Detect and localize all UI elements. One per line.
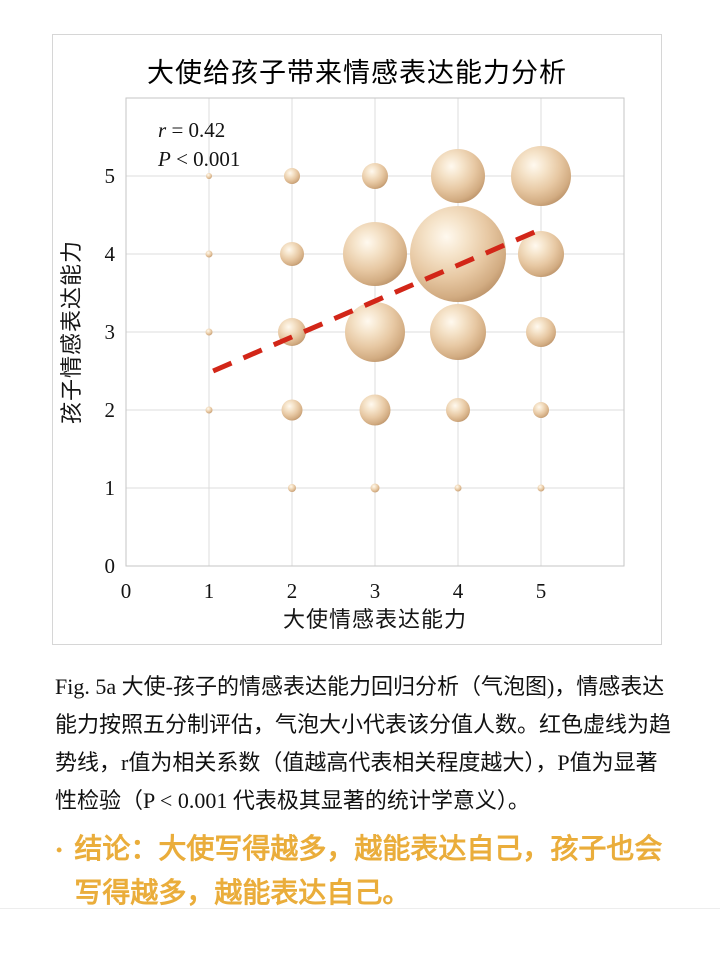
bubble-layer (205, 146, 571, 493)
y-axis-title: 孩子情感表达能力 (59, 240, 84, 424)
bullet-dot: • (56, 840, 63, 860)
bubble-x4-y2 (446, 398, 470, 422)
bubble-x5-y5 (511, 146, 571, 206)
x-tick-label: 0 (121, 579, 132, 603)
bubble-x3-y5 (362, 163, 388, 189)
tick-layer: 0 1 2 3 4 5 0 1 2 3 4 5 (105, 164, 547, 603)
conclusion-text: 结论：大使写得越多，越能表达自己，孩子也会 写得越多，越能表达自己。 (74, 828, 662, 916)
figure-panel: 0 1 2 3 4 5 0 1 2 3 4 5 r = 0.42 P < 0.001 大使情感表达能力… (52, 34, 662, 645)
trend-layer (212, 229, 536, 374)
bubble-x1-y3 (205, 328, 213, 336)
bubble-x2-y2 (281, 399, 303, 421)
x-tick-label: 5 (536, 579, 547, 603)
figure-caption: Fig. 5a 大使-孩子的情感表达能力回归分析（气泡图)，情感表达 能力按照五… (55, 668, 675, 820)
chart-title: 大使给孩子带来情感表达能力分析 (147, 58, 567, 88)
caption-line: 势线，r值为相关系数（值越高代表相关程度越大），P值为显著 (55, 750, 658, 775)
caption-line: Fig. 5a 大使-孩子的情感表达能力回归分析（气泡图)，情感表达 (55, 674, 665, 699)
x-tick-label: 1 (204, 579, 215, 603)
bubble-x3-y4 (343, 222, 407, 286)
bubble-x3-y3 (345, 302, 405, 362)
bubble-x5-y2 (533, 402, 549, 418)
bubble-x5-y4 (518, 231, 564, 277)
caption-line: 性检验（P < 0.001 代表极其显著的统计学意义）。 (55, 788, 530, 813)
bubble-x2-y1 (288, 484, 296, 492)
x-tick-label: 2 (287, 579, 298, 603)
y-tick-label: 4 (105, 242, 116, 266)
annotation-p: P < 0.001 (157, 147, 240, 171)
bubble-x1-y2 (205, 406, 213, 414)
bubble-x2-y4 (280, 242, 304, 266)
bubble-x3-y1 (370, 483, 380, 493)
caption-line: 能力按照五分制评估，气泡大小代表该分值人数。红色虚线为趋 (55, 712, 672, 737)
bubble-x4-y1 (454, 484, 462, 492)
page-bottom-divider (0, 908, 720, 909)
bubble-x4-y5 (431, 149, 485, 203)
y-tick-label: 3 (105, 320, 116, 344)
conclusion: • 结论：大使写得越多，越能表达自己，孩子也会 写得越多，越能表达自己。 (56, 828, 686, 916)
bubble-x3-y2 (359, 394, 391, 426)
y-tick-label: 5 (105, 164, 116, 188)
bubble-x2-y5 (284, 168, 300, 184)
bubble-x5-y3 (526, 317, 556, 347)
x-axis-title: 大使情感表达能力 (283, 607, 467, 632)
x-tick-label: 3 (370, 579, 381, 603)
plot-border (125, 97, 625, 567)
bubble-x4-y4 (410, 206, 506, 302)
y-tick-label: 2 (105, 398, 116, 422)
annotation-r: r = 0.42 (158, 118, 225, 142)
trend-line (212, 229, 536, 374)
y-tick-label: 1 (105, 476, 116, 500)
conclusion-line: 结论：大使写得越多，越能表达自己，孩子也会 (74, 834, 663, 865)
bubble-x4-y3 (430, 304, 486, 360)
bubble-x1-y4 (205, 250, 213, 258)
x-tick-label: 4 (453, 579, 464, 603)
conclusion-line: 写得越多，越能表达自己。 (74, 878, 411, 909)
bubble-x1-y5 (206, 173, 212, 179)
bubble-x5-y1 (537, 484, 545, 492)
bubble-plot-svg: 0 1 2 3 4 5 0 1 2 3 4 5 r = 0.42 P < 0.001 大使情感表达能力… (59, 97, 625, 632)
y-tick-label: 0 (105, 554, 116, 578)
